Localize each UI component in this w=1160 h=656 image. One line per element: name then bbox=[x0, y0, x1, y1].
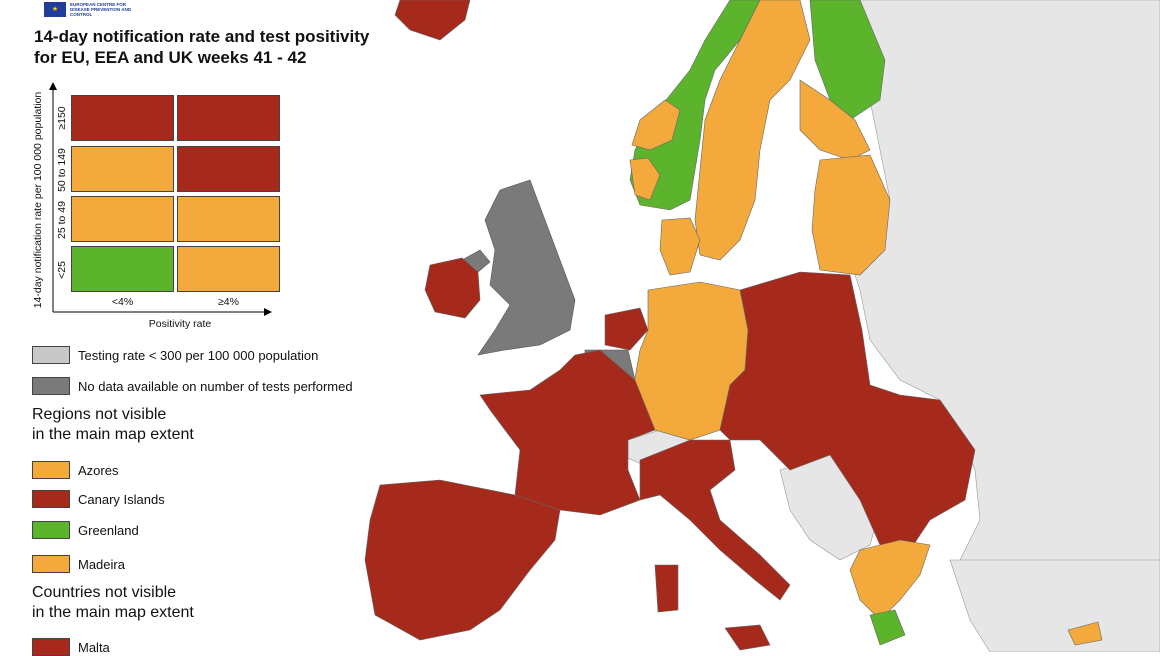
norway-region bbox=[629, 0, 761, 211]
eu-flag-icon: ★ bbox=[44, 1, 66, 17]
denmark-region bbox=[659, 217, 701, 276]
matrix-cell-r1-c1 bbox=[71, 95, 174, 141]
row-label-50-149: 50 to 149 bbox=[56, 148, 68, 192]
ecdc-logo: ★ EUROPEAN CENTRE FOR DISEASE PREVENTION… bbox=[44, 0, 134, 18]
regions-heading: Regions not visible in the main map exte… bbox=[32, 405, 194, 445]
swatch-red bbox=[32, 638, 70, 656]
italy-region bbox=[639, 439, 791, 601]
map-title: 14-day notification rate and test positi… bbox=[34, 26, 369, 68]
swatch-orange bbox=[32, 555, 70, 573]
legend-testing-rate-low: Testing rate < 300 per 100 000 populatio… bbox=[32, 346, 318, 364]
matrix-cell-r2-c2 bbox=[177, 146, 280, 192]
finland-orange bbox=[799, 79, 871, 161]
uk-region bbox=[477, 179, 576, 356]
col-label-under-4: <4% bbox=[111, 296, 134, 308]
regions-heading-line-1: Regions not visible bbox=[32, 406, 167, 423]
swatch-orange bbox=[32, 461, 70, 479]
sardinia bbox=[654, 564, 679, 613]
matrix-cell-r1-c2 bbox=[177, 95, 280, 141]
norway-west-orange bbox=[631, 99, 681, 151]
title-line-1: 14-day notification rate and test positi… bbox=[34, 27, 370, 46]
country-malta-label: Malta bbox=[78, 639, 110, 655]
regions-heading-line-2: in the main map extent bbox=[32, 426, 194, 443]
region-madeira-label: Madeira bbox=[78, 556, 125, 572]
row-label-25-49: 25 to 49 bbox=[56, 201, 68, 239]
row-label-150-plus: ≥150 bbox=[56, 106, 68, 130]
matrix-cell-r4-c1 bbox=[71, 246, 174, 292]
france-region bbox=[479, 349, 656, 516]
countries-heading-line-1: Countries not visible bbox=[32, 584, 177, 601]
legend-region-canary-islands: Canary Islands bbox=[32, 490, 165, 508]
norway-south-orange bbox=[629, 157, 661, 201]
greece-green bbox=[869, 609, 906, 646]
matrix-cell-r2-c1 bbox=[71, 146, 174, 192]
swatch-light-grey bbox=[32, 346, 70, 364]
non-eu-turkey bbox=[949, 559, 1160, 652]
region-canary-label: Canary Islands bbox=[78, 491, 165, 507]
legend-region-greenland: Greenland bbox=[32, 521, 139, 539]
sicily bbox=[724, 624, 771, 651]
baltics-region bbox=[811, 154, 891, 276]
finland-green bbox=[809, 0, 886, 121]
ireland-region bbox=[424, 257, 481, 319]
ecdc-org-text: EUROPEAN CENTRE FOR DISEASE PREVENTION A… bbox=[70, 1, 132, 17]
region-azores-label: Azores bbox=[78, 462, 119, 478]
legend-no-data-text: No data available on number of tests per… bbox=[78, 378, 353, 394]
swatch-red bbox=[32, 490, 70, 508]
countries-heading: Countries not visible in the main map ex… bbox=[32, 583, 194, 623]
col-label-4-plus: ≥4% bbox=[218, 296, 239, 308]
matrix-axes bbox=[49, 82, 272, 316]
legend-testing-rate-text: Testing rate < 300 per 100 000 populatio… bbox=[78, 347, 319, 363]
legend-no-data: No data available on number of tests per… bbox=[32, 377, 353, 395]
legend-region-madeira: Madeira bbox=[32, 555, 125, 573]
matrix-cell-r4-c2 bbox=[177, 246, 280, 292]
countries-heading-line-2: in the main map extent bbox=[32, 604, 194, 621]
title-line-2: for EU, EEA and UK weeks 41 - 42 bbox=[34, 48, 307, 67]
matrix-cell-r3-c1 bbox=[71, 196, 174, 242]
greece-region bbox=[849, 539, 931, 621]
swatch-green bbox=[32, 521, 70, 539]
y-axis-arrow bbox=[49, 82, 57, 90]
legend-region-azores: Azores bbox=[32, 461, 118, 479]
cyprus bbox=[1067, 621, 1103, 646]
row-label-under-25: <25 bbox=[56, 261, 68, 279]
x-axis-arrow bbox=[264, 308, 272, 316]
x-axis-label: Positivity rate bbox=[148, 318, 212, 330]
legend-country-malta: Malta bbox=[32, 638, 110, 656]
region-greenland-label: Greenland bbox=[78, 522, 139, 538]
sweden-region bbox=[694, 0, 811, 261]
swatch-dark-grey bbox=[32, 377, 70, 395]
netherlands-region bbox=[604, 307, 649, 351]
matrix-cell-r3-c2 bbox=[177, 196, 280, 242]
iberia-region bbox=[364, 479, 561, 641]
iceland-region bbox=[394, 0, 471, 41]
